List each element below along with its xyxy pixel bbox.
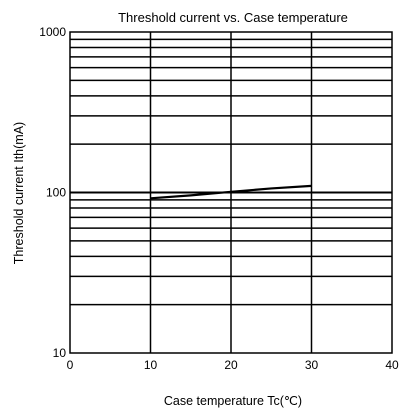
chart-title: Threshold current vs. Case temperature [118,10,348,25]
y-tick-label: 1000 [39,25,66,39]
x-tick-label: 40 [385,358,399,372]
y-axis-label: Threshold current Ith(mA) [12,122,26,264]
x-tick-label: 0 [67,358,74,372]
series-layer [150,184,312,200]
x-tick-label: 20 [224,358,238,372]
x-tick-label: 10 [144,358,158,372]
grid-lines [70,32,392,353]
x-axis-label: Case temperature Tc(℃) [164,394,302,408]
x-tick-label: 30 [305,358,319,372]
y-tick-label: 10 [53,346,67,360]
series-line-0 [150,184,312,200]
plot-frame [69,31,393,354]
y-tick-label: 100 [46,186,66,200]
